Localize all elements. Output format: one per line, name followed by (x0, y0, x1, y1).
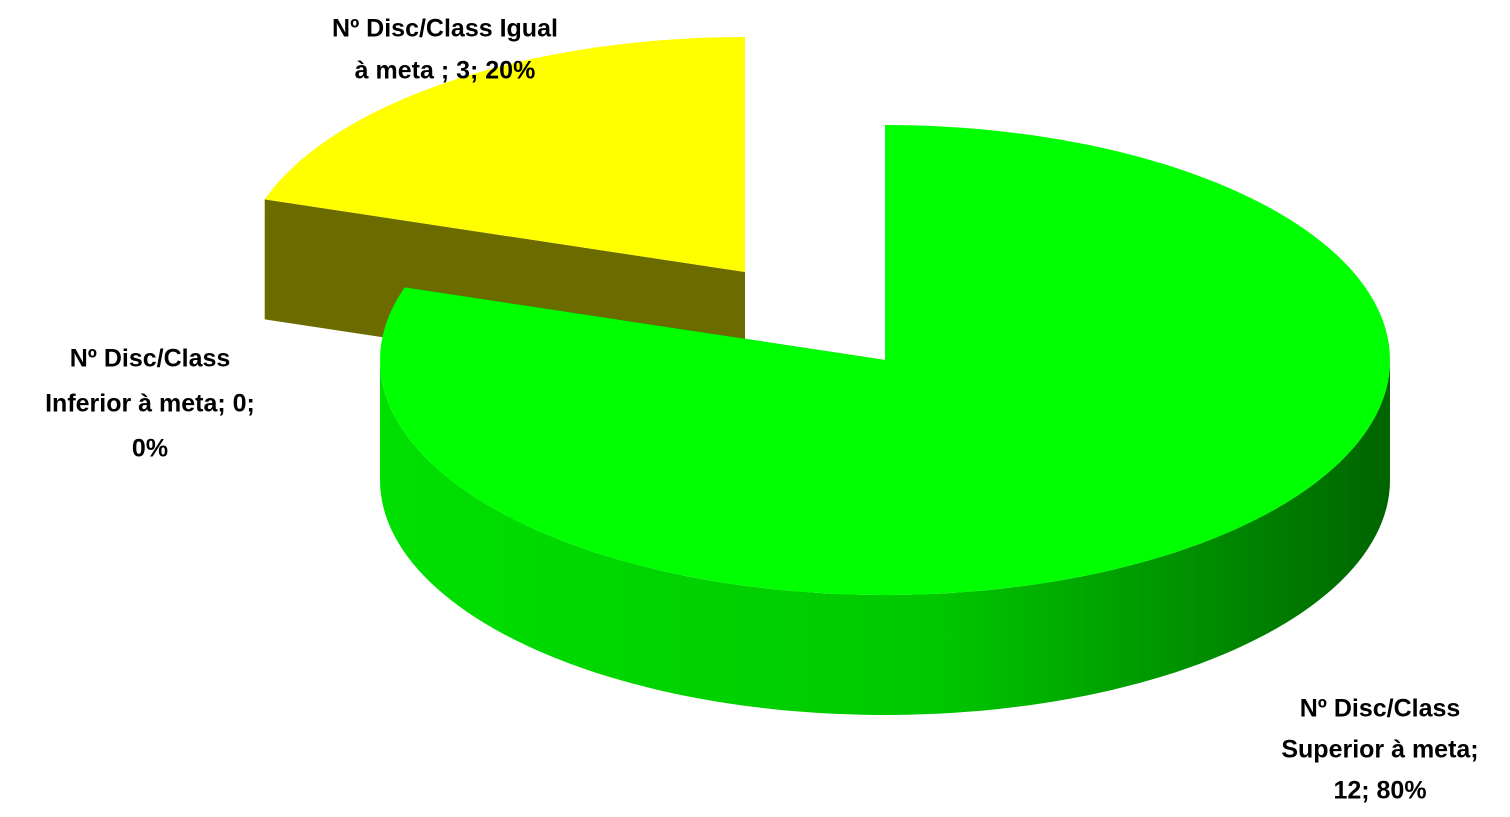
data-label: Nº Disc/Class (70, 345, 231, 373)
data-label: 12; 80% (1333, 777, 1426, 805)
data-label: Inferior à meta; 0; (45, 390, 255, 418)
slice (380, 125, 1390, 595)
data-label: Nº Disc/Class (1300, 695, 1461, 723)
data-label: 0% (132, 435, 168, 463)
data-label: Nº Disc/Class Igual (332, 15, 558, 43)
slice-side (380, 360, 1390, 715)
data-label: Superior à meta; (1281, 736, 1478, 764)
data-label: à meta ; 3; 20% (355, 57, 536, 85)
slice (264, 37, 745, 272)
